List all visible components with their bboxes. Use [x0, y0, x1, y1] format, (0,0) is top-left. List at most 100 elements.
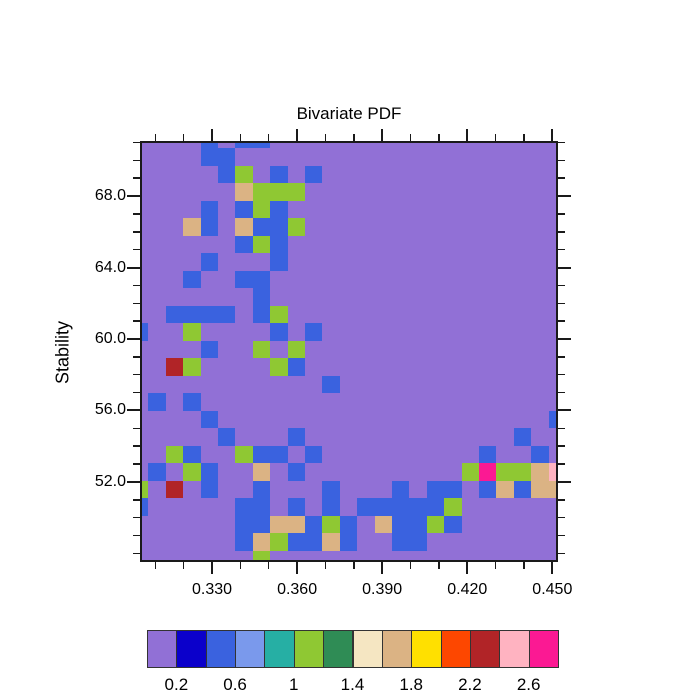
heatmap-cell — [235, 533, 253, 551]
tick-mark — [558, 409, 571, 412]
tick-mark — [133, 159, 140, 162]
tick-mark — [154, 562, 157, 569]
heatmap-cell — [183, 463, 201, 481]
heatmap-cell — [287, 428, 305, 446]
tick-mark — [558, 445, 565, 447]
heatmap-cell — [287, 358, 305, 376]
tick-mark — [558, 373, 565, 376]
heatmap-cell — [322, 515, 340, 534]
tick-mark — [133, 427, 140, 430]
tick-mark — [466, 129, 469, 141]
heatmap-cell — [426, 498, 445, 516]
heatmap-cell — [235, 445, 253, 464]
heatmap-cell — [392, 533, 410, 551]
y-tick-label: 60.0 — [94, 329, 126, 347]
tick-mark — [127, 266, 140, 269]
heatmap-plot-area — [140, 141, 558, 562]
tick-mark — [558, 159, 565, 162]
heatmap-cell — [183, 323, 201, 341]
tick-mark — [133, 248, 140, 251]
tick-mark — [558, 302, 565, 304]
heatmap-cell — [200, 410, 218, 429]
tick-mark — [409, 562, 412, 569]
tick-mark — [267, 134, 270, 141]
heatmap-cell — [426, 480, 445, 499]
heatmap-cell — [270, 323, 288, 341]
heatmap-cell — [218, 165, 236, 184]
heatmap-cell — [252, 463, 271, 481]
heatmap-cell — [235, 141, 253, 149]
tick-mark — [558, 552, 565, 555]
heatmap-cell — [165, 445, 184, 464]
heatmap-cell — [305, 323, 323, 341]
heatmap-cell — [200, 148, 218, 166]
heatmap-cell — [183, 305, 201, 324]
heatmap-cell — [444, 480, 462, 499]
tick-mark — [558, 391, 565, 394]
heatmap-cell — [183, 218, 201, 236]
heatmap-cell — [287, 340, 305, 359]
heatmap-cell — [252, 533, 271, 551]
heatmap-cell — [305, 515, 323, 534]
heatmap-cell — [252, 288, 271, 306]
tick-mark — [133, 499, 140, 501]
tick-mark — [466, 562, 469, 574]
tick-mark — [558, 427, 565, 430]
colorbar-swatch — [352, 630, 383, 668]
heatmap-cell — [496, 463, 514, 481]
heatmap-cell — [444, 515, 462, 534]
tick-mark — [133, 141, 140, 144]
colorbar-swatch — [440, 630, 471, 668]
heatmap-cell — [287, 498, 305, 516]
heatmap-cell — [548, 480, 558, 499]
colorbar-swatch — [499, 630, 530, 668]
tick-mark — [558, 320, 565, 322]
heatmap-cell — [426, 515, 445, 534]
x-tick-label: 0.390 — [362, 581, 403, 598]
heatmap-cell — [200, 200, 218, 219]
heatmap-cell — [513, 480, 532, 499]
tick-mark — [211, 129, 214, 141]
tick-mark — [127, 337, 140, 340]
tick-mark — [381, 562, 384, 574]
heatmap-cell — [392, 498, 410, 516]
heatmap-cell — [287, 218, 305, 236]
heatmap-cell — [140, 498, 149, 516]
heatmap-cell — [183, 270, 201, 289]
heatmap-cell — [183, 393, 201, 411]
tick-mark — [494, 134, 497, 141]
tick-mark — [127, 409, 140, 412]
tick-mark — [133, 373, 140, 376]
tick-mark — [551, 129, 554, 141]
heatmap-cell — [513, 428, 532, 446]
heatmap-cell — [305, 165, 323, 184]
tick-mark — [133, 320, 140, 322]
heatmap-cell — [270, 533, 288, 551]
tick-mark — [239, 562, 242, 569]
tick-mark — [267, 562, 270, 569]
heatmap-cell — [531, 445, 549, 464]
tick-mark — [381, 129, 384, 141]
heatmap-cell — [200, 463, 218, 481]
heatmap-cell — [270, 253, 288, 271]
tick-mark — [133, 552, 140, 555]
heatmap-cell — [270, 515, 288, 534]
heatmap-cell — [235, 183, 253, 201]
tick-mark — [133, 231, 140, 233]
heatmap-cell — [305, 445, 323, 464]
tick-mark — [558, 141, 565, 144]
tick-mark — [127, 480, 140, 483]
heatmap-cell — [235, 515, 253, 534]
tick-mark — [296, 562, 299, 574]
tick-mark — [558, 284, 565, 287]
heatmap-cell — [287, 515, 305, 534]
heatmap-cell — [270, 445, 288, 464]
heatmap-cell — [479, 480, 497, 499]
colorbar-label: 1 — [289, 675, 299, 694]
tick-mark — [523, 134, 525, 141]
heatmap-cell — [252, 480, 271, 499]
heatmap-cell — [531, 480, 549, 499]
tick-mark — [127, 195, 140, 198]
heatmap-cell — [165, 305, 184, 324]
heatmap-cell — [252, 141, 271, 149]
